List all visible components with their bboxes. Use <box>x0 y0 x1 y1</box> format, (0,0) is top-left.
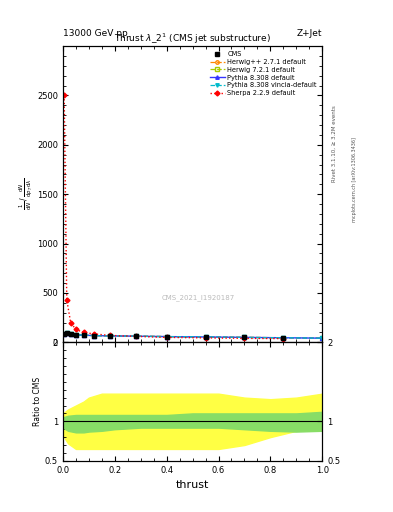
Y-axis label: Ratio to CMS: Ratio to CMS <box>33 377 42 426</box>
Text: Z+Jet: Z+Jet <box>297 29 322 38</box>
Y-axis label: $\frac{1}{\mathrm{d}N}\,/\,\frac{\mathrm{d}N}{\mathrm{d}p_T\,\mathrm{d}\lambda}$: $\frac{1}{\mathrm{d}N}\,/\,\frac{\mathrm… <box>17 178 34 210</box>
Title: Thrust $\lambda\_2^1$ (CMS jet substructure): Thrust $\lambda\_2^1$ (CMS jet substruct… <box>114 32 271 46</box>
X-axis label: thrust: thrust <box>176 480 209 490</box>
Text: 13000 GeV pp: 13000 GeV pp <box>63 29 128 38</box>
Text: CMS_2021_I1920187: CMS_2021_I1920187 <box>161 294 234 301</box>
Text: mcplots.cern.ch [arXiv:1306.3436]: mcplots.cern.ch [arXiv:1306.3436] <box>352 137 357 222</box>
Text: Rivet 3.1.10, ≥ 3.2M events: Rivet 3.1.10, ≥ 3.2M events <box>332 105 337 182</box>
Legend: CMS, Herwig++ 2.7.1 default, Herwig 7.2.1 default, Pythia 8.308 default, Pythia : CMS, Herwig++ 2.7.1 default, Herwig 7.2.… <box>208 50 319 98</box>
